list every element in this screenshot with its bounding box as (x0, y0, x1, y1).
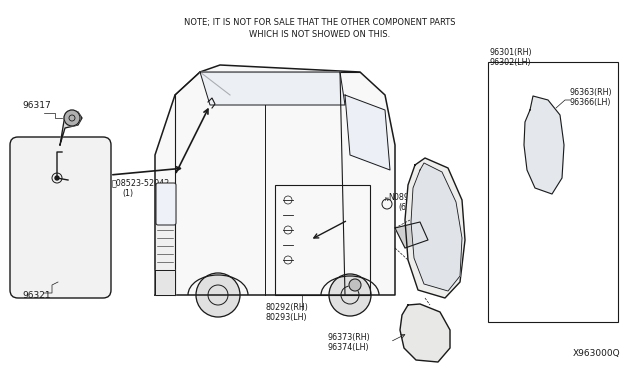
Text: NOTE; IT IS NOT FOR SALE THAT THE OTHER COMPONENT PARTS: NOTE; IT IS NOT FOR SALE THAT THE OTHER … (184, 18, 456, 27)
FancyBboxPatch shape (10, 137, 111, 298)
Polygon shape (155, 65, 395, 295)
Text: 96366(LH): 96366(LH) (570, 98, 611, 107)
Text: N: N (385, 197, 388, 202)
Text: 80293(LH): 80293(LH) (265, 313, 307, 322)
Circle shape (55, 176, 59, 180)
Text: 96302(LH): 96302(LH) (490, 58, 532, 67)
Text: 96363(RH): 96363(RH) (570, 88, 612, 97)
Polygon shape (395, 222, 428, 248)
Text: N08911-1062G: N08911-1062G (388, 193, 448, 202)
Text: 96374(LH): 96374(LH) (328, 343, 370, 352)
Circle shape (64, 110, 80, 126)
Text: (6): (6) (398, 203, 409, 212)
Circle shape (349, 279, 361, 291)
Text: 96321: 96321 (22, 291, 51, 300)
Polygon shape (60, 112, 82, 145)
Text: 80292(RH): 80292(RH) (265, 303, 308, 312)
Polygon shape (155, 270, 175, 295)
Text: WHICH IS NOT SHOWED ON THIS.: WHICH IS NOT SHOWED ON THIS. (250, 30, 390, 39)
Text: 96373(RH): 96373(RH) (328, 333, 371, 342)
Polygon shape (400, 304, 450, 362)
Polygon shape (155, 200, 175, 295)
FancyBboxPatch shape (156, 183, 176, 225)
Polygon shape (405, 158, 465, 298)
Polygon shape (345, 95, 390, 170)
Text: 96301(RH): 96301(RH) (490, 48, 532, 57)
Polygon shape (524, 96, 564, 194)
Text: Ⓝ08523-52042: Ⓝ08523-52042 (112, 178, 170, 187)
Circle shape (329, 274, 371, 316)
Polygon shape (200, 72, 345, 105)
Polygon shape (411, 163, 462, 291)
Bar (488, 62, 618, 322)
Text: X963000Q: X963000Q (572, 349, 620, 358)
Bar (275, 185, 370, 295)
Circle shape (196, 273, 240, 317)
Text: (1): (1) (122, 189, 133, 198)
Text: 96317: 96317 (22, 101, 51, 110)
